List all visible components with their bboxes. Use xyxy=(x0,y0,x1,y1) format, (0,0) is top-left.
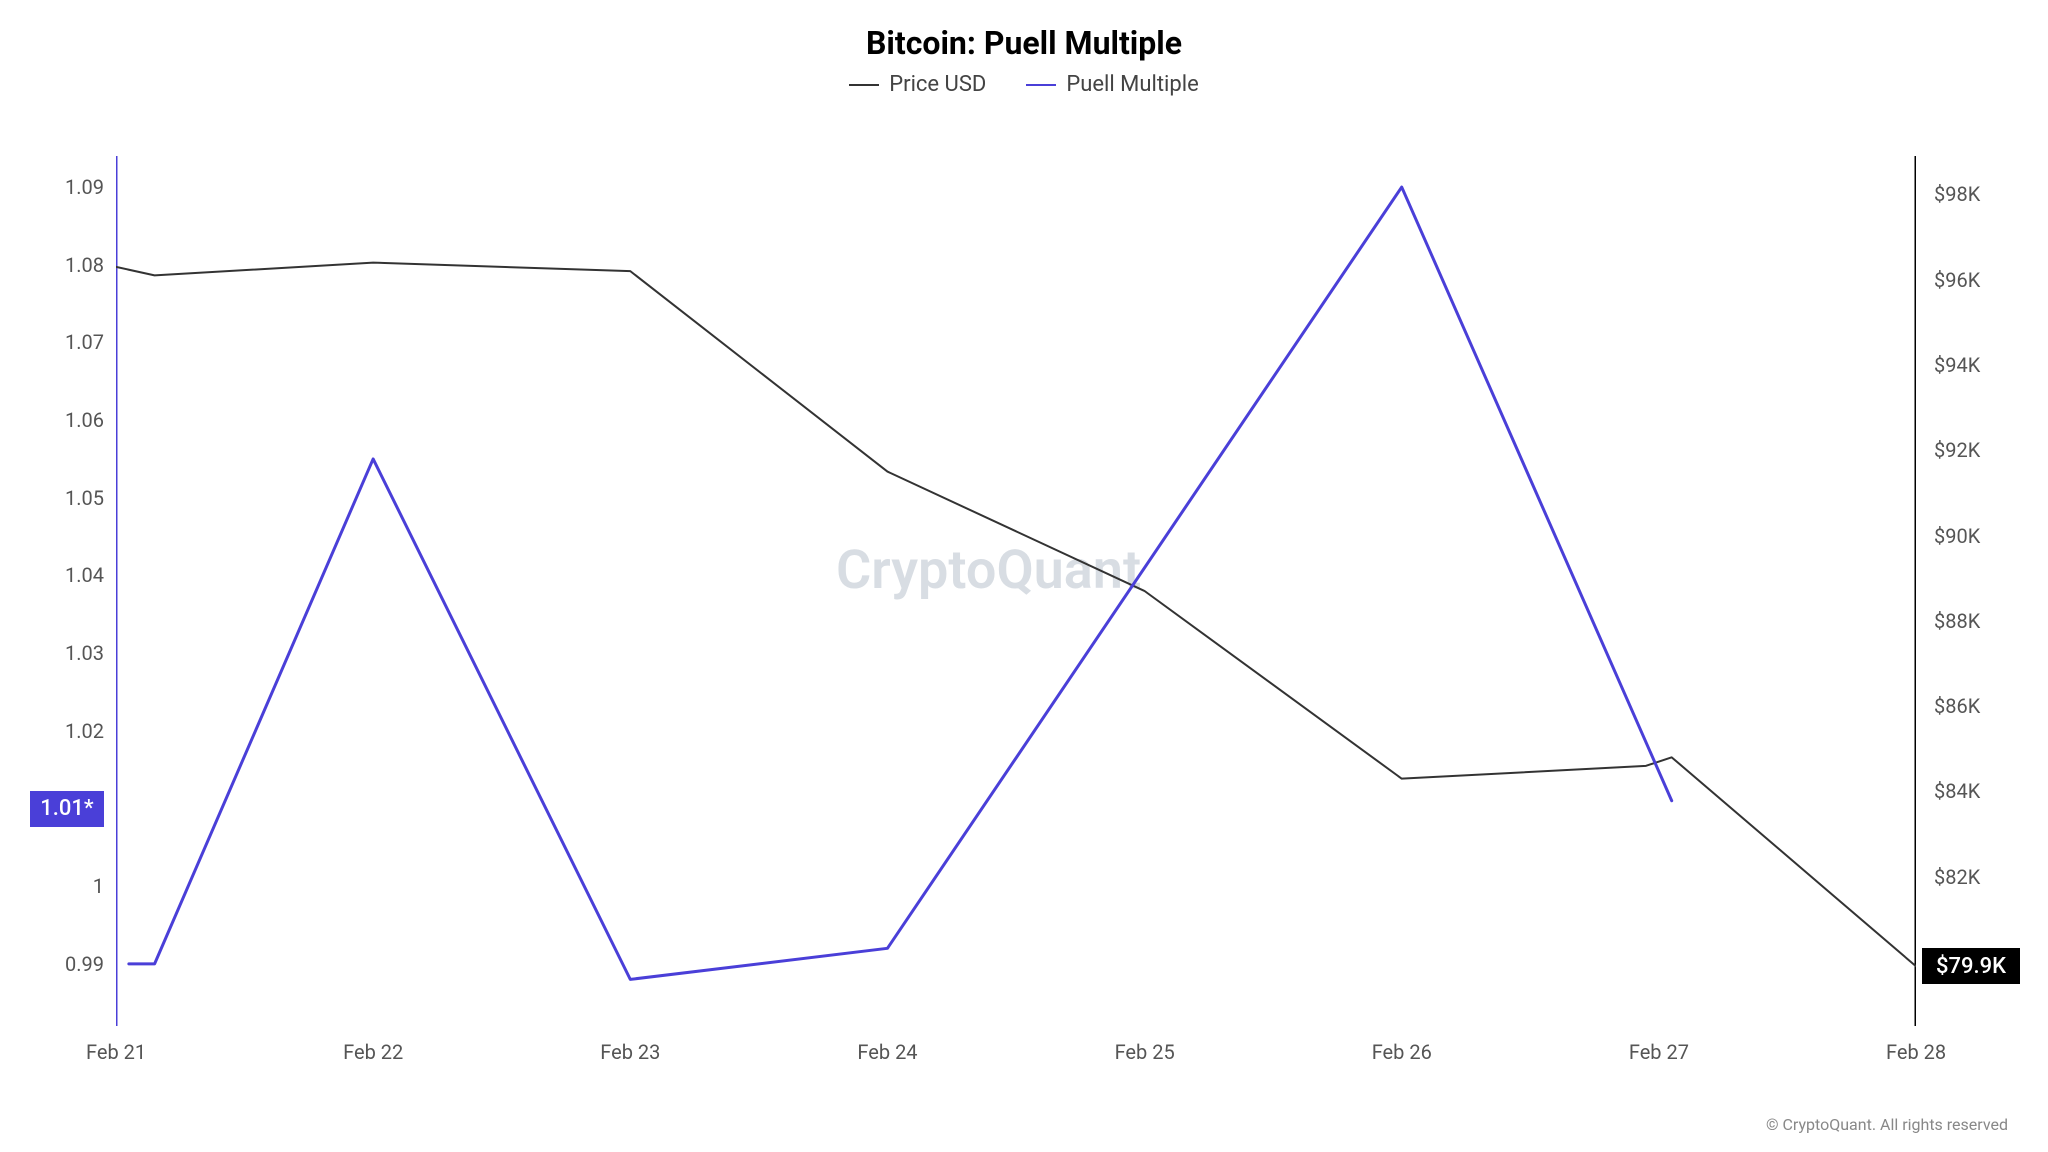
chart-svg xyxy=(116,156,1916,1026)
x-tick-label: Feb 22 xyxy=(343,1040,403,1064)
legend-swatch-price xyxy=(849,84,879,86)
x-tick-label: Feb 28 xyxy=(1886,1040,1946,1064)
legend-label-price: Price USD xyxy=(889,72,986,97)
copyright-text: © CryptoQuant. All rights reserved xyxy=(1766,1115,2008,1134)
y-right-tick-label: $92K xyxy=(1934,438,1980,462)
y-left-tick-label: 1.09 xyxy=(52,175,104,199)
y-left-tick-label: 1.08 xyxy=(52,253,104,277)
y-right-current-marker: $79.9K xyxy=(1922,948,2020,984)
y-right-tick-label: $86K xyxy=(1934,694,1980,718)
x-tick-label: Feb 24 xyxy=(857,1040,917,1064)
y-left-current-marker: 1.01* xyxy=(30,791,104,827)
chart-legend: Price USD Puell Multiple xyxy=(0,72,2048,97)
y-right-tick-label: $82K xyxy=(1934,865,1980,889)
legend-label-puell: Puell Multiple xyxy=(1066,72,1198,97)
y-left-tick-label: 0.99 xyxy=(52,952,104,976)
y-left-tick-label: 1.04 xyxy=(52,563,104,587)
y-right-tick-label: $94K xyxy=(1934,353,1980,377)
y-left-tick-label: 1.02 xyxy=(52,719,104,743)
y-left-tick-label: 1 xyxy=(52,874,104,898)
y-right-tick-label: $96K xyxy=(1934,268,1980,292)
x-tick-label: Feb 23 xyxy=(600,1040,660,1064)
y-right-tick-label: $84K xyxy=(1934,779,1980,803)
y-right-tick-label: $98K xyxy=(1934,182,1980,206)
y-right-tick-label: $88K xyxy=(1934,609,1980,633)
y-left-tick-label: 1.06 xyxy=(52,408,104,432)
series-line-price-usd xyxy=(116,263,1916,967)
y-left-tick-label: 1.03 xyxy=(52,641,104,665)
series-line-puell-multiple xyxy=(129,187,1672,979)
x-tick-label: Feb 25 xyxy=(1115,1040,1175,1064)
x-tick-label: Feb 21 xyxy=(86,1040,146,1064)
legend-item-puell[interactable]: Puell Multiple xyxy=(1026,72,1198,97)
x-tick-label: Feb 27 xyxy=(1629,1040,1689,1064)
y-left-tick-label: 1.05 xyxy=(52,486,104,510)
y-right-tick-label: $90K xyxy=(1934,524,1980,548)
x-tick-label: Feb 26 xyxy=(1372,1040,1432,1064)
y-left-tick-label: 1.07 xyxy=(52,330,104,354)
chart-plot-area: CryptoQuant Feb 21Feb 22Feb 23Feb 24Feb … xyxy=(116,156,1916,1026)
chart-title: Bitcoin: Puell Multiple xyxy=(0,24,2048,62)
legend-swatch-puell xyxy=(1026,84,1056,86)
legend-item-price[interactable]: Price USD xyxy=(849,72,986,97)
